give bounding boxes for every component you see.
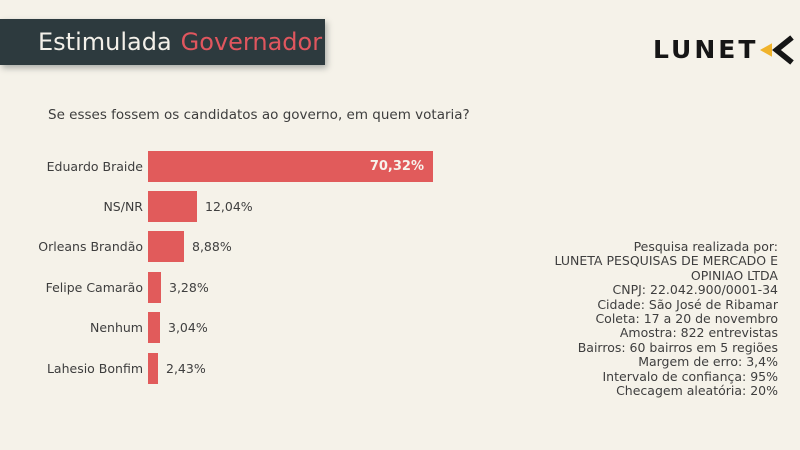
logo-text: LUNET <box>653 35 759 64</box>
bar-track: 3,28% <box>148 271 480 303</box>
category-label: NS/NR <box>103 199 143 215</box>
bar: 70,32% <box>148 150 433 182</box>
methodology-line: Intervalo de confiança: 95% <box>602 368 779 384</box>
chart-row: NS/NR 12,04% <box>0 186 480 226</box>
bar-track: 8,88% <box>148 231 480 263</box>
bar <box>148 191 197 223</box>
title-banner: Estimulada Governador <box>0 19 325 65</box>
methodology-line: Pesquisa realizada por: <box>633 239 778 254</box>
bar <box>148 312 160 344</box>
bar-track: 70,32% <box>148 150 480 182</box>
value-label: 70,32% <box>369 158 424 174</box>
chart-row: Nenhum 3,04% <box>0 308 480 348</box>
methodology-line: Coleta: 17 a 20 de novembro <box>595 311 778 327</box>
chart-row: Eduardo Braide 70,32% <box>0 146 480 186</box>
methodology-line: OPINIAO LTDA <box>690 267 778 283</box>
bar <box>148 352 158 384</box>
bar-track: 2,43% <box>148 352 480 384</box>
methodology-panel: Pesquisa realizada por: LUNETA PESQUISAS … <box>438 239 779 399</box>
survey-question: Se esses fossem os candidatos ao governo… <box>48 107 470 123</box>
logo-left-arrow-icon <box>760 35 795 65</box>
chart-row: Orleans Brandão 8,88% <box>0 227 480 267</box>
chart-row: Felipe Camarão 3,28% <box>0 267 480 307</box>
category-label: Felipe Camarão <box>45 279 143 295</box>
value-label: 8,88% <box>192 239 232 255</box>
methodology-line: LUNETA PESQUISAS DE MERCADO E <box>554 253 778 269</box>
chart-row: Lahesio Bonfim 2,43% <box>0 348 480 388</box>
methodology-line: Cidade: São José de Ribamar <box>597 296 778 312</box>
banner-title-secondary: Governador <box>180 28 323 56</box>
bar-chart: Eduardo Braide 70,32% NS/NR 12,04% Orleans B… <box>0 146 480 388</box>
methodology-line: Checagem aleatória: 20% <box>616 383 778 399</box>
category-label: Nenhum <box>90 320 143 336</box>
value-label: 3,04% <box>168 320 208 336</box>
bar-track: 3,04% <box>148 312 480 344</box>
methodology-line: Bairros: 60 bairros em 5 regiões <box>577 339 778 355</box>
bar <box>148 271 161 303</box>
luneta-logo: LUNET <box>653 35 796 65</box>
category-label: Orleans Brandão <box>38 239 143 255</box>
category-label: Lahesio Bonfim <box>46 360 143 376</box>
bar-track: 12,04% <box>148 191 480 223</box>
category-label: Eduardo Braide <box>46 158 143 174</box>
methodology-line: Margem de erro: 3,4% <box>638 354 778 370</box>
value-label: 12,04% <box>205 199 253 215</box>
value-label: 2,43% <box>166 360 206 376</box>
banner-title-primary: Estimulada <box>38 28 172 56</box>
methodology-line: CNPJ: 22.042.900/0001-34 <box>612 282 779 298</box>
value-label: 3,28% <box>169 279 209 295</box>
bar <box>148 231 184 263</box>
methodology-line: Amostra: 822 entrevistas <box>619 325 778 341</box>
